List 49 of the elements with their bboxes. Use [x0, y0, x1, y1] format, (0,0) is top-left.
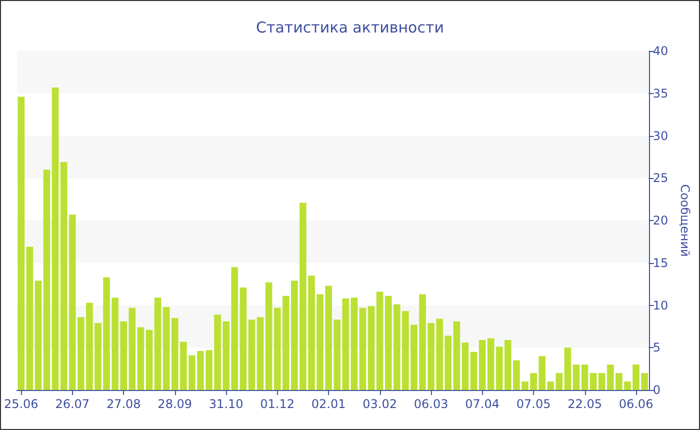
y-tick-label: 35 — [652, 86, 668, 100]
bar — [265, 282, 272, 390]
y-tick-label: 40 — [652, 44, 668, 58]
x-tick-label: 06.03 — [414, 397, 448, 411]
x-tick-label: 02.01 — [311, 397, 346, 411]
x-tick-label: 07.05 — [516, 397, 551, 411]
bar — [350, 298, 358, 390]
bar — [581, 364, 588, 390]
bar — [26, 246, 34, 390]
bar — [590, 373, 597, 390]
bar — [462, 342, 469, 390]
bar — [146, 330, 153, 390]
bar — [564, 348, 572, 390]
bar — [154, 298, 162, 390]
y-tick-label: 15 — [652, 256, 668, 270]
bar — [368, 306, 375, 390]
bar — [18, 96, 25, 390]
x-tick-label: 06.06 — [618, 397, 654, 411]
bar — [256, 317, 264, 390]
bar — [478, 340, 486, 390]
bar — [248, 320, 256, 390]
y-tick-label: 25 — [652, 171, 668, 186]
bar — [34, 280, 42, 390]
bar — [376, 292, 384, 390]
bar — [240, 287, 247, 390]
y-tick-label: 20 — [652, 214, 668, 228]
x-tick-label: 27.08 — [106, 397, 141, 411]
y-tick-label: 5 — [652, 340, 660, 355]
bar — [43, 170, 50, 390]
bar — [470, 352, 478, 390]
chart-title: Статистика активности — [256, 18, 444, 36]
y-tick-label: 0 — [652, 383, 660, 397]
bar — [453, 321, 460, 390]
bar — [359, 308, 366, 390]
x-tick-label: 25.06 — [4, 397, 38, 411]
x-tick-label: 26.07 — [55, 397, 90, 411]
bar — [572, 364, 580, 390]
y-tick-label: 30 — [652, 128, 668, 143]
bar — [162, 306, 170, 390]
bar — [137, 327, 144, 390]
x-tick-label: 28.09 — [158, 397, 192, 411]
x-tick-label: 22.05 — [568, 397, 602, 411]
x-tick-label: 03.02 — [362, 397, 397, 411]
x-tick-label: 31.10 — [208, 397, 244, 411]
x-tick-label: 07.04 — [465, 397, 500, 411]
bar — [52, 87, 59, 390]
y-tick-label: 10 — [652, 298, 668, 312]
x-tick-label: 01.12 — [260, 397, 295, 411]
y-axis-title: Сообщений — [678, 184, 692, 257]
